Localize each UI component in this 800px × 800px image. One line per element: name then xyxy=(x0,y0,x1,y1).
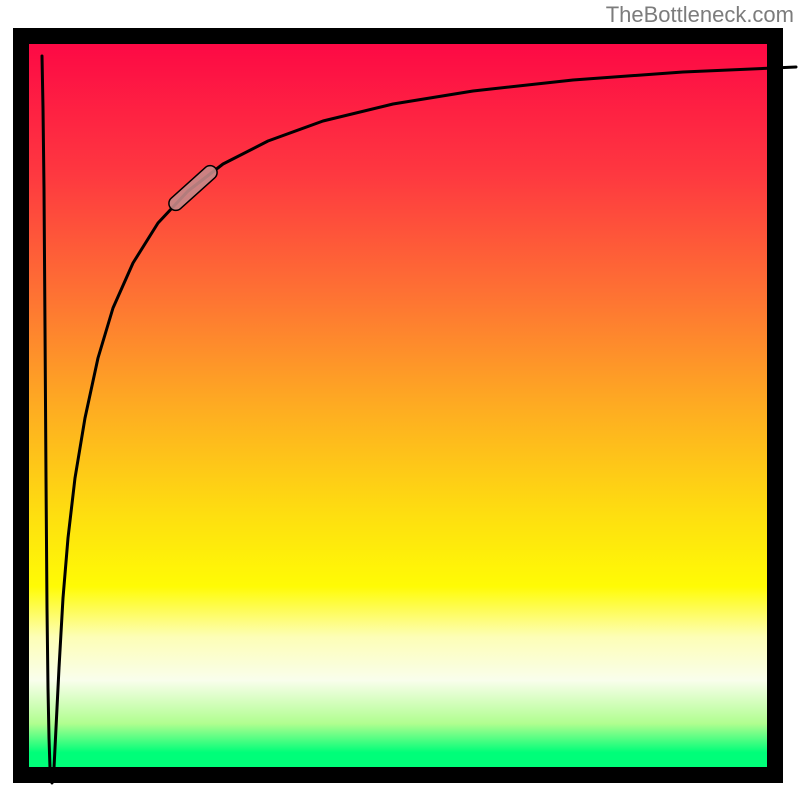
frame-border-left xyxy=(13,28,29,783)
attribution-text: TheBottleneck.com xyxy=(606,0,800,28)
frame-border-bottom xyxy=(13,767,783,783)
highlight-rect xyxy=(166,163,220,214)
highlight-segment xyxy=(166,163,220,214)
main-curve xyxy=(42,56,796,783)
curve-layer xyxy=(13,28,783,783)
plot-frame xyxy=(13,28,783,783)
frame-border-right xyxy=(767,28,783,783)
frame-border-top xyxy=(13,28,783,44)
